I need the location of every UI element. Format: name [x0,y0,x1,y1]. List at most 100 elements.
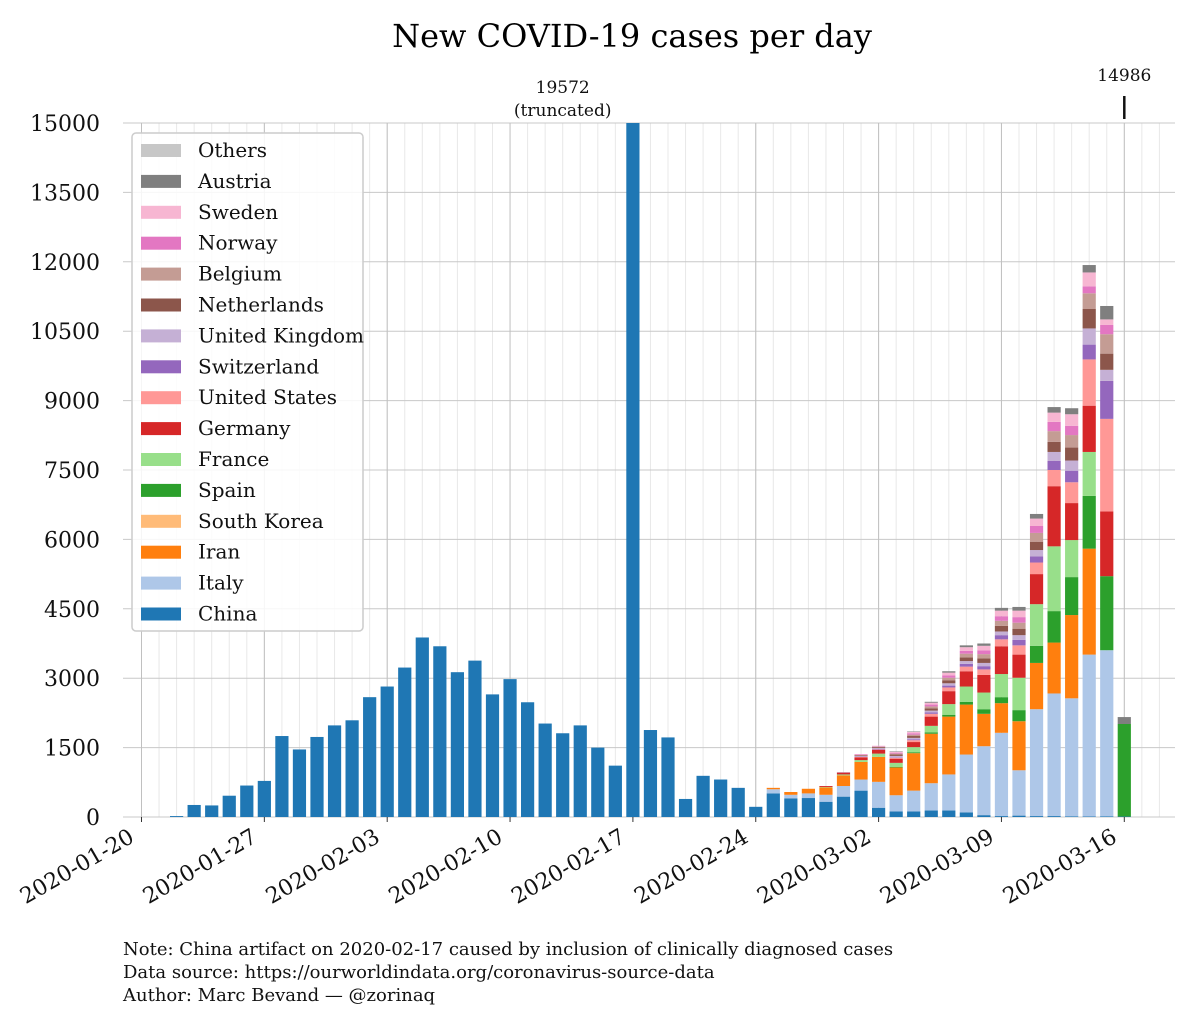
bar-segment [977,709,991,714]
bar-segment [468,660,482,817]
bar-segment [924,732,938,734]
bar-segment [521,702,535,817]
bar-segment [872,807,886,817]
bar-segment [889,752,903,754]
bar-segment [591,747,605,817]
bar-segment [1082,272,1096,287]
bar-segment [836,772,851,775]
bar-segment [924,702,938,705]
bar-segment [1100,816,1114,817]
bar-segment [959,657,973,662]
bar-segment [1047,451,1061,461]
bar-segment [1082,405,1096,452]
legend-label: Sweden [198,200,278,224]
bar-segment [1082,495,1096,549]
bar-segment [1100,576,1114,651]
x-tick-label: 2020-01-27 [139,825,261,910]
bar-segment [942,810,956,817]
bar-segment [1029,604,1044,646]
bar-segment [1029,556,1044,563]
bar-segment [889,758,903,763]
bar-segment [275,736,289,817]
footnotes: Note: China artifact on 2020-02-17 cause… [123,938,893,1007]
bar-segment [1082,548,1096,655]
bar-segment [924,725,938,733]
bar-segment [854,760,868,762]
legend-swatch [141,607,181,621]
bar-segment [433,646,447,817]
bar-segment [924,713,938,717]
bar-segment [1029,574,1044,605]
bar-segment [994,635,1009,640]
bar-segment [1082,359,1096,406]
bar-segment [819,787,833,795]
bar-segment [661,737,675,817]
x-tick-label: 2020-03-09 [876,825,998,910]
bar-segment [1047,412,1061,422]
bar-segment [959,650,973,654]
bar-segment [977,645,991,651]
y-tick-label: 13500 [30,181,100,206]
bar-segment [1082,265,1096,273]
bar-segment [292,749,307,817]
y-tick-label: 9000 [44,390,100,415]
bar-segment [889,767,903,796]
bar-segment [942,704,956,715]
bar-segment [1047,441,1061,452]
bar-segment [784,794,798,799]
bar-segment [959,661,973,664]
bar-segment [801,788,815,794]
bar-segment [889,751,903,753]
bar-segment [1029,541,1044,551]
bar-segment [942,683,956,686]
bar-segment [1012,628,1026,636]
bar-segment [942,691,956,705]
legend-label: United States [198,385,337,409]
bar-segment [994,732,1009,817]
bar-segment [1012,639,1026,646]
bar-segment [959,812,973,817]
note-artifact: Note: China artifact on 2020-02-17 cause… [123,939,894,960]
bar-segment [854,757,868,761]
bar-segment [994,703,1009,733]
bar-segment [959,671,973,687]
bar-segment [1065,482,1079,504]
bar-segment [924,810,938,817]
bar-segment [1117,717,1131,725]
bar-segment [398,667,412,817]
legend-swatch [141,576,181,590]
bar-segment [1082,293,1096,309]
bar-segment [784,792,798,795]
annotation-value: 14986 [1097,66,1151,86]
legend-label: United Kingdom [198,323,364,347]
bar-segment [977,658,991,663]
bar-segment [1029,525,1044,533]
legend-label: South Korea [198,509,324,533]
x-tick-label: 2020-01-20 [16,825,138,910]
bar-segment [1065,503,1079,541]
bar-segment [1100,334,1114,354]
bar-segment [345,720,359,817]
bar-segment [977,674,991,693]
note-data-source: Data source: https://ourworldindata.org/… [123,962,715,983]
bar-segment [1100,380,1114,419]
legend-label: France [198,447,269,471]
bar-segment [240,785,254,817]
bar-segment [854,761,868,780]
bar-segment [942,714,956,717]
legend-swatch [141,545,181,559]
legend-label: China [198,602,257,626]
bar-segment [678,798,693,817]
bar-segment [959,645,973,648]
bar-segment [819,786,833,787]
bar-segment [1029,662,1044,710]
bar-segment [380,686,394,817]
bar-segment [485,694,500,817]
bar-segment [1065,577,1079,616]
bar-segment [1065,615,1079,699]
bar-segment [977,654,991,659]
bar-segment [907,733,921,735]
bar-segment [836,796,851,817]
bar-segment [977,815,991,817]
legend-label: Norway [198,231,278,255]
